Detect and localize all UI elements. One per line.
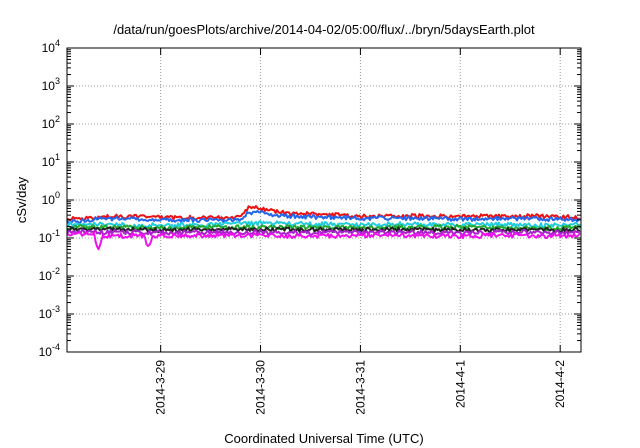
y-tick-label: 10-4 <box>39 342 60 359</box>
x-tick-label: 2014-3-29 <box>154 360 168 415</box>
x-tick-label: 2014-4-1 <box>453 360 467 408</box>
y-tick-label: 101 <box>42 152 60 169</box>
y-tick-label: 102 <box>42 114 60 131</box>
chart-title: /data/run/goesPlots/archive/2014-04-02/0… <box>113 22 535 37</box>
series-line <box>66 209 581 224</box>
grid <box>67 48 581 352</box>
y-axis: 10-4 10-3 10-2 10-1 100 101 102 103 104 <box>39 38 581 359</box>
series-line <box>67 205 581 222</box>
x-tick-label: 2014-3-30 <box>254 360 268 415</box>
y-tick-label: 10-2 <box>39 266 60 283</box>
series-group <box>66 205 581 251</box>
y-tick-label: 10-1 <box>39 228 60 245</box>
x-tick-label: 2014-3-31 <box>353 360 367 415</box>
plot-frame <box>66 47 582 353</box>
x-axis: 2014-3-29 2014-3-30 2014-3-31 2014-4-1 2014-… <box>154 48 567 415</box>
y-tick-label: 103 <box>42 76 60 93</box>
y-axis-label: cSv/day <box>14 176 29 223</box>
y-tick-label: 100 <box>42 190 60 207</box>
series-line <box>66 229 581 236</box>
x-tick-label: 2014-4-2 <box>553 360 567 408</box>
y-tick-label: 104 <box>42 38 60 55</box>
series-line <box>66 231 581 251</box>
y-tick-label: 10-3 <box>39 304 60 321</box>
x-axis-label: Coordinated Universal Time (UTC) <box>224 431 423 446</box>
